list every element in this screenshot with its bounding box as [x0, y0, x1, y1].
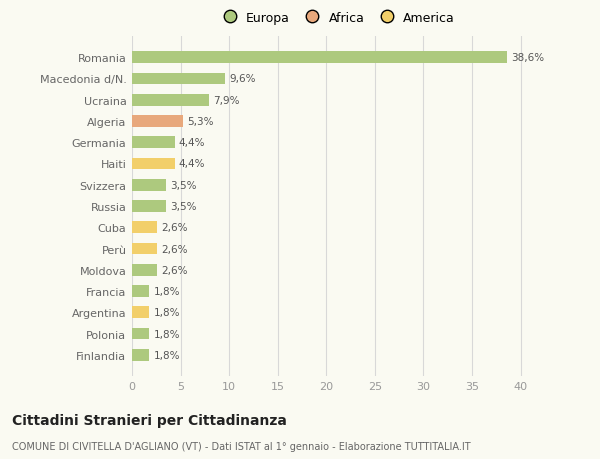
Text: 1,8%: 1,8%	[154, 329, 180, 339]
Text: 3,5%: 3,5%	[170, 180, 196, 190]
Text: 4,4%: 4,4%	[179, 138, 205, 148]
Text: 5,3%: 5,3%	[187, 117, 214, 127]
Bar	[132, 116, 184, 128]
Text: 4,4%: 4,4%	[179, 159, 205, 169]
Bar	[132, 222, 157, 234]
Bar	[132, 285, 149, 297]
Text: 2,6%: 2,6%	[161, 265, 188, 275]
Text: 2,6%: 2,6%	[161, 223, 188, 233]
Text: Cittadini Stranieri per Cittadinanza: Cittadini Stranieri per Cittadinanza	[12, 413, 287, 427]
Legend: Europa, Africa, America: Europa, Africa, America	[215, 9, 457, 27]
Bar	[132, 137, 175, 149]
Text: 9,6%: 9,6%	[229, 74, 256, 84]
Bar	[132, 158, 175, 170]
Bar	[132, 73, 225, 85]
Bar	[132, 95, 209, 106]
Bar	[132, 243, 157, 255]
Text: 3,5%: 3,5%	[170, 202, 196, 212]
Text: 2,6%: 2,6%	[161, 244, 188, 254]
Bar	[132, 264, 157, 276]
Bar	[132, 52, 507, 64]
Bar	[132, 349, 149, 361]
Text: COMUNE DI CIVITELLA D'AGLIANO (VT) - Dati ISTAT al 1° gennaio - Elaborazione TUT: COMUNE DI CIVITELLA D'AGLIANO (VT) - Dat…	[12, 441, 470, 451]
Bar	[132, 307, 149, 319]
Text: 7,9%: 7,9%	[212, 95, 239, 106]
Text: 1,8%: 1,8%	[154, 308, 180, 318]
Bar	[132, 201, 166, 213]
Bar	[132, 179, 166, 191]
Text: 1,8%: 1,8%	[154, 350, 180, 360]
Text: 38,6%: 38,6%	[511, 53, 544, 63]
Bar	[132, 328, 149, 340]
Text: 1,8%: 1,8%	[154, 286, 180, 297]
